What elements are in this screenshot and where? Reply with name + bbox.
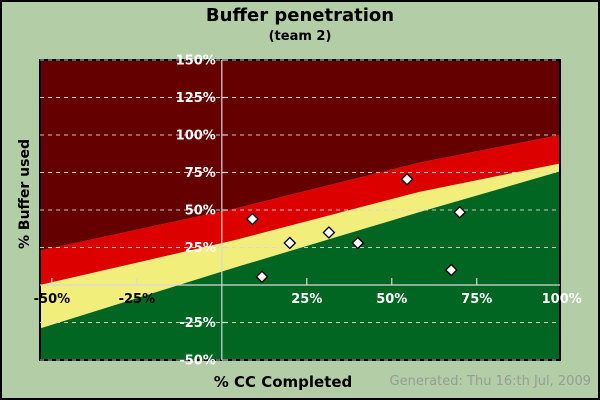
y-tick-label--50: -50% [179, 354, 216, 369]
data-point-5 [453, 205, 467, 219]
data-points [245, 172, 467, 284]
data-point-0 [245, 212, 259, 226]
x-axis-title: % CC Completed [213, 373, 353, 391]
x-tick-labels: -50% -25% 25% 50% 75% 100% [34, 292, 582, 307]
y-tick-labels: 150% 125% 100% 75% 50% 25% -25% -50% [176, 54, 216, 369]
data-point-4 [400, 172, 414, 186]
data-point-1 [283, 236, 297, 250]
generated-timestamp: Generated: Thu 16:th Jul, 2009 [389, 374, 591, 389]
gridlines [40, 59, 560, 361]
zone-dark-red [40, 60, 560, 251]
data-point-7 [255, 270, 269, 284]
y-tick-label-25: 25% [185, 241, 216, 256]
data-point-6 [444, 263, 458, 277]
tick-marks [51, 59, 478, 361]
y-tick-label-150: 150% [176, 54, 216, 69]
x-tick-label-75: 75% [461, 292, 492, 307]
chart-title: Buffer penetration [205, 5, 395, 26]
y-tick-label--25: -25% [179, 316, 216, 331]
x-tick-label-100: 100% [542, 292, 582, 307]
y-tick-label-125: 125% [176, 91, 216, 106]
x-tick-label--50: -50% [34, 292, 71, 307]
y-tick-label-75: 75% [185, 166, 216, 181]
data-point-3 [351, 236, 365, 250]
y-tick-label-100: 100% [176, 129, 216, 144]
y-axis-title: % Buffer used [17, 139, 33, 249]
x-tick-label-50: 50% [376, 292, 407, 307]
y-tick-label-50: 50% [185, 204, 216, 219]
x-tick-label--25: -25% [119, 292, 156, 307]
chart-subtitle: (team 2) [268, 29, 332, 44]
x-tick-label-25: 25% [291, 292, 322, 307]
zone-yellow [40, 163, 560, 329]
zone-green [40, 171, 560, 360]
data-point-2 [322, 226, 336, 239]
